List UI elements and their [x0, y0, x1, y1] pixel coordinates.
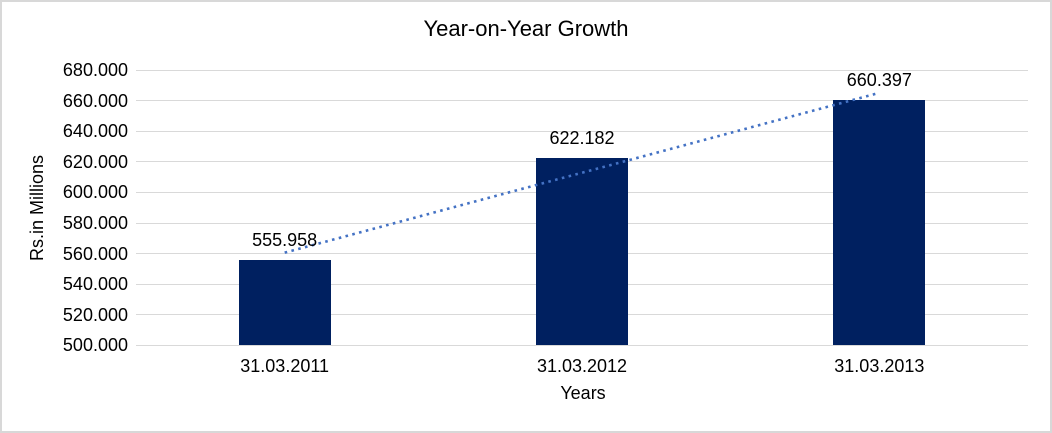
bar — [536, 158, 628, 346]
y-tick-label: 660.000 — [62, 90, 128, 111]
y-tick-label: 500.000 — [62, 335, 128, 356]
bar-value-label: 622.182 — [549, 128, 615, 149]
y-tick-label: 620.000 — [62, 151, 128, 172]
chart-title: Year-on-Year Growth — [423, 16, 629, 41]
x-tick-label: 31.03.2011 — [240, 356, 330, 376]
bar-value-label: 660.397 — [846, 69, 912, 90]
y-tick-label: 560.000 — [62, 243, 128, 264]
x-tick-label: 31.03.2012 — [536, 356, 628, 376]
y-tick-label: 580.000 — [62, 213, 128, 233]
bar — [833, 99, 926, 346]
bar-value-label: 555.958 — [252, 229, 318, 250]
y-tick-label: 520.000 — [62, 304, 128, 325]
x-axis-title: Years — [560, 383, 606, 403]
y-tick-label: 540.000 — [62, 274, 128, 295]
y-tick-label: 600.000 — [62, 182, 128, 203]
y-tick-label: 640.000 — [62, 121, 128, 142]
x-tick-label: 31.03.2013 — [834, 356, 925, 376]
y-tick-label: 680.000 — [62, 60, 128, 80]
gridline — [136, 344, 1028, 346]
gridline — [136, 69, 1028, 71]
bar — [238, 259, 331, 346]
